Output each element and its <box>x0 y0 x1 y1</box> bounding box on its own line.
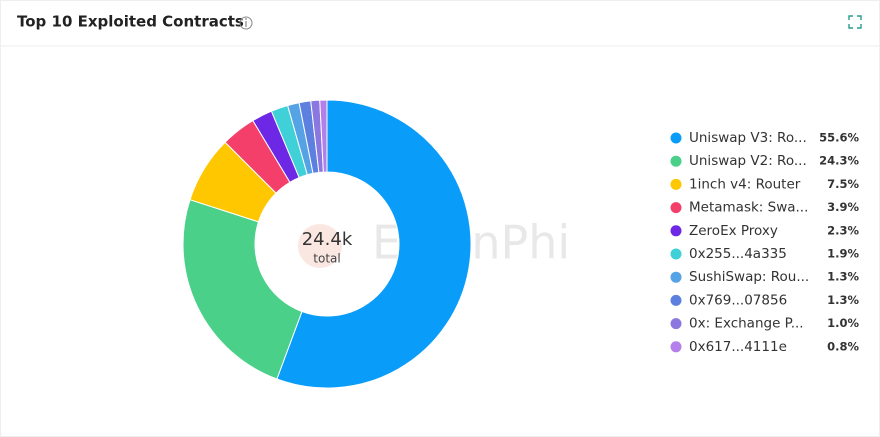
slice <box>276 99 472 389</box>
legend-swatch <box>670 132 682 144</box>
center-caption: total <box>313 252 340 266</box>
legend-value: 7.5% <box>827 177 859 191</box>
legend-value: 1.3% <box>827 270 859 284</box>
legend-value: 3.9% <box>827 200 859 214</box>
legend-value: 2.3% <box>827 223 859 237</box>
legend-label: 0x617...4111e <box>689 339 787 355</box>
legend-label: Metamask: Swa... <box>689 200 808 216</box>
legend-value: 1.9% <box>827 247 859 261</box>
legend-label: 0x: Exchange P... <box>689 316 804 332</box>
chart-title: Top 10 Exploited Contracts <box>17 13 244 31</box>
legend-value: 0.8% <box>827 339 859 353</box>
legend-value: 1.0% <box>827 316 859 330</box>
legend-label: 0x769...07856 <box>689 292 787 308</box>
legend-label: SushiSwap: Rou... <box>689 269 809 285</box>
legend-swatch <box>670 294 682 306</box>
legend-label: 1inch v4: Router <box>689 176 801 192</box>
expand-icon[interactable] <box>848 15 862 29</box>
legend-label: 0x255...4a335 <box>689 246 787 262</box>
info-icon[interactable] <box>239 16 253 30</box>
legend-label: ZeroEx Proxy <box>689 223 778 239</box>
legend-swatch <box>670 248 682 260</box>
legend-swatch <box>670 155 682 167</box>
legend-value: 55.6% <box>819 131 859 145</box>
legend-value: 24.3% <box>819 154 859 168</box>
legend-label: Uniswap V2: Ro... <box>689 153 807 169</box>
legend-swatch <box>670 178 682 190</box>
legend-swatch <box>670 271 682 283</box>
center-value: 24.4k <box>302 229 353 250</box>
legend-value: 1.3% <box>827 293 859 307</box>
slice <box>182 199 303 380</box>
legend-swatch <box>670 341 682 353</box>
legend-swatch <box>670 202 682 214</box>
slice <box>319 99 328 173</box>
legend-swatch <box>670 225 682 237</box>
legend-label: Uniswap V3: Ro... <box>689 130 807 146</box>
legend-swatch <box>670 318 682 330</box>
